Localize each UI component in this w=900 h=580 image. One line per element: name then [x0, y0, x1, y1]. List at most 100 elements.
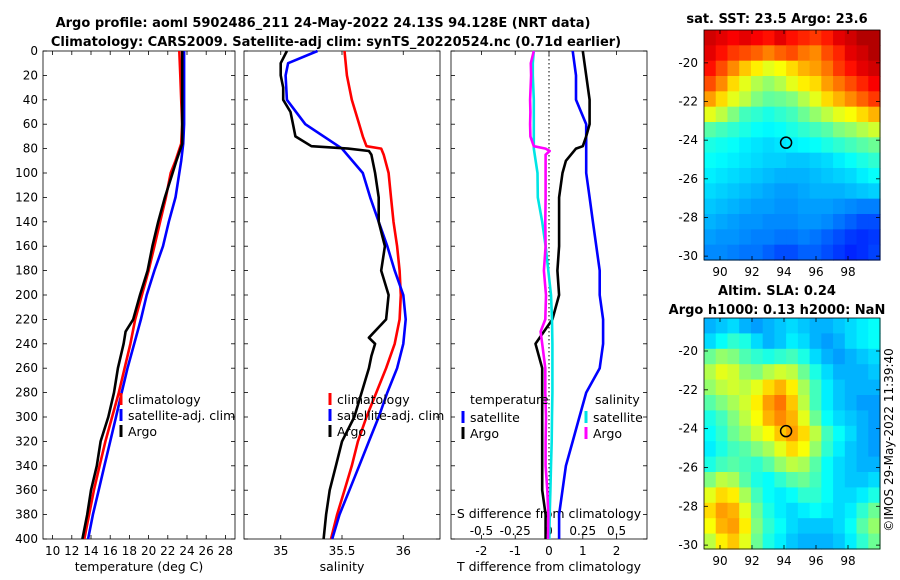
sla_map-cell	[856, 333, 869, 350]
sla_map-cell	[727, 395, 740, 411]
sst_map-cell	[797, 45, 811, 62]
depth-tick-label: 340	[15, 459, 38, 473]
sst_map-cell	[821, 106, 834, 123]
sla_map-cell	[704, 364, 717, 381]
sla_map-cell	[797, 441, 811, 458]
depth-tick-label: 200	[15, 288, 38, 302]
salinity-xtick-label: 35	[273, 544, 288, 558]
sla_map-cell	[821, 487, 834, 504]
sst_map-cell	[739, 45, 752, 62]
sla_map-ytick-label: -26	[678, 460, 698, 474]
sst_map-cell	[715, 137, 729, 154]
salinity-diff-tick-label: -0.5	[470, 524, 493, 538]
sla_map-cell	[797, 425, 811, 442]
sla_map-cell	[727, 364, 740, 381]
sla_map-cell	[774, 395, 787, 411]
sst_map-cell	[856, 183, 869, 200]
sla_map-cell	[833, 379, 846, 396]
sst_map-cell	[762, 30, 775, 46]
sla_map-cell	[856, 348, 869, 365]
salinity-profile-panel: 35 35.5 36 salinity climatologysatellite-adj…	[243, 49, 444, 574]
sst_map-cell	[715, 214, 729, 230]
sst_map-cell	[715, 106, 729, 123]
sla_map-cell	[809, 379, 822, 396]
sla_map-cell	[715, 533, 729, 550]
sla_map-cell	[809, 456, 822, 473]
sla_map-cell	[739, 395, 752, 411]
depth-tick-label: 140	[15, 215, 38, 229]
sla_map-cell	[750, 333, 764, 350]
sst_map-cell	[739, 76, 752, 92]
argo-location-marker	[779, 136, 793, 149]
depth-tick-label: 260	[15, 361, 38, 375]
sst_map-cell	[774, 76, 787, 92]
sla_map-cell	[786, 364, 799, 381]
sla_map-cell	[715, 410, 729, 427]
imos-watermark: ©IMOS 29-May-2022 11:39:40	[882, 348, 896, 532]
sla_map-cell	[821, 456, 834, 473]
sla_map-cell	[739, 487, 752, 504]
sst_map-cell	[704, 152, 717, 169]
sst_map-xtick-label: 92	[744, 265, 759, 279]
sst_map-cell	[750, 60, 764, 77]
sst_map-cell	[774, 152, 787, 169]
sst_map-cell	[786, 60, 799, 77]
sla_map-cell	[762, 518, 775, 535]
sla_map-cell	[762, 472, 775, 488]
sst_map-cell	[833, 214, 846, 230]
sst_map-cell	[727, 122, 740, 138]
sst_map-cell	[821, 122, 834, 138]
sla_map-cell	[809, 487, 822, 504]
depth-tick-label: 40	[23, 93, 38, 107]
sst_map-cell	[739, 214, 752, 230]
sla_map-cell	[844, 533, 858, 550]
sst_map-cell	[868, 60, 881, 77]
sst_map-cell	[809, 122, 822, 138]
sla_map-cell	[821, 472, 834, 488]
sst_map-cell	[750, 91, 764, 108]
sst_map-cell	[833, 229, 846, 246]
sst_map-cell	[715, 122, 729, 138]
sst_map-cell	[786, 214, 799, 230]
sla_map-cell	[715, 502, 729, 519]
figure-title-line1: Argo profile: aoml 5902486_211 24-May-20…	[56, 16, 591, 31]
depth-tick-label: 180	[15, 264, 38, 278]
sst_map-cell	[786, 45, 799, 62]
sla_map-ytick-label: -22	[678, 383, 698, 397]
sla_map-cell	[774, 533, 787, 550]
sst_map-cell	[856, 198, 869, 215]
sla_map-cell	[786, 441, 799, 458]
sla_map-cell	[844, 364, 858, 381]
sst_map-cell	[833, 45, 846, 62]
salinity-legend-label: satellite-adj. clim	[337, 408, 444, 423]
sst_map-cell	[704, 91, 717, 108]
sst_map-cell	[821, 45, 834, 62]
sla_map-cell	[856, 364, 869, 381]
sla_map-cell	[821, 502, 834, 519]
sla_map-cell	[715, 348, 729, 365]
sst_map-cell	[809, 168, 822, 184]
sst_map-cell	[762, 214, 775, 230]
sst_map-cell	[739, 183, 752, 200]
sla_map-cell	[856, 441, 869, 458]
sla_map-cell	[762, 533, 775, 550]
sla_map-cell	[821, 425, 834, 442]
sla_map-title: Altim. SLA: 0.24	[718, 284, 836, 299]
sst_map-cell	[833, 122, 846, 138]
sla_map-cell	[809, 533, 822, 550]
sla_map-cell	[704, 395, 717, 411]
sst_map-cell	[727, 91, 740, 108]
sla_map-cell	[856, 487, 869, 504]
sst_map-cell	[704, 198, 717, 215]
sst_map-cell	[704, 122, 717, 138]
sla_map-cell	[774, 487, 787, 504]
sla_map-cell	[844, 348, 858, 365]
sst_map-cell	[821, 152, 834, 169]
sst_map-cell	[750, 214, 764, 230]
sla_map-cell	[739, 333, 752, 350]
sst_map-cell	[868, 183, 881, 200]
depth-tick-label: 100	[15, 166, 38, 180]
sst_map-cell	[762, 122, 775, 138]
sst_map-cell	[844, 137, 858, 154]
sst_map-cell	[844, 76, 858, 92]
